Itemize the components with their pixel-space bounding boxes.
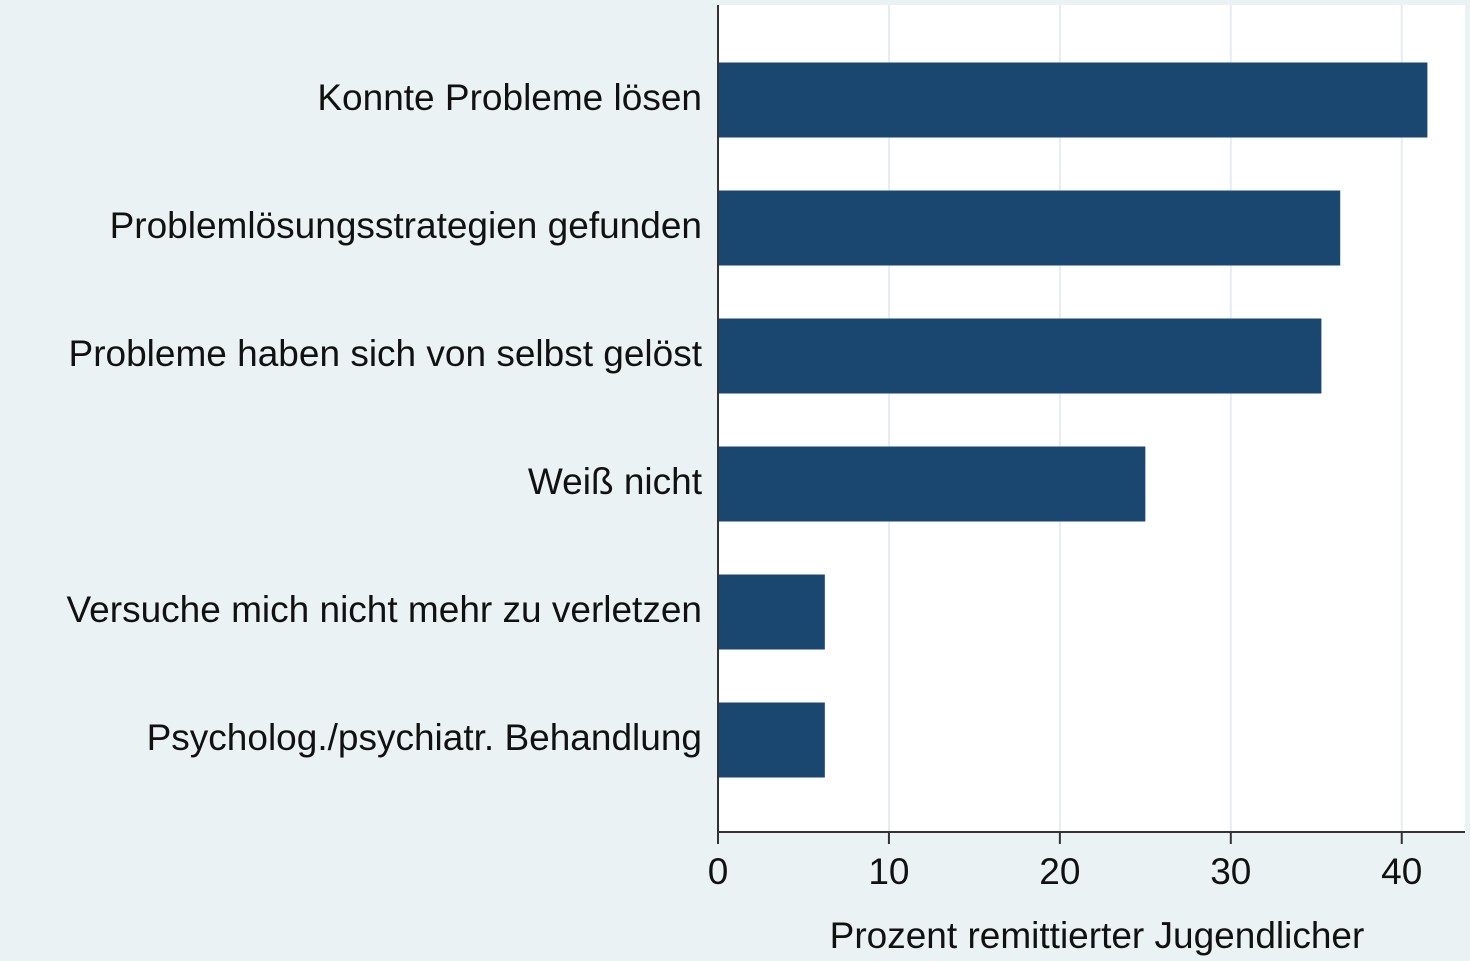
y-tick-label: Weiß nicht	[528, 461, 703, 502]
y-tick-label: Probleme haben sich von selbst gelöst	[69, 333, 703, 374]
bar	[718, 62, 1428, 138]
plot-area	[718, 5, 1465, 832]
bar	[718, 446, 1146, 522]
y-tick-label: Psycholog./psychiatr. Behandlung	[147, 717, 702, 758]
y-tick-label: Konnte Probleme lösen	[317, 77, 702, 118]
bar	[718, 574, 825, 650]
x-axis-label: Prozent remittierter Jugendlicher	[830, 915, 1365, 956]
x-tick-label: 40	[1381, 851, 1422, 892]
x-tick-label: 20	[1039, 851, 1080, 892]
x-tick-label: 0	[708, 851, 729, 892]
bar	[718, 190, 1341, 266]
bar	[718, 318, 1322, 394]
bar	[718, 702, 825, 778]
y-tick-label: Versuche mich nicht mehr zu verletzen	[67, 589, 702, 630]
y-tick-label: Problemlösungsstrategien gefunden	[110, 205, 702, 246]
x-tick-label: 30	[1210, 851, 1251, 892]
x-tick-label: 10	[868, 851, 909, 892]
